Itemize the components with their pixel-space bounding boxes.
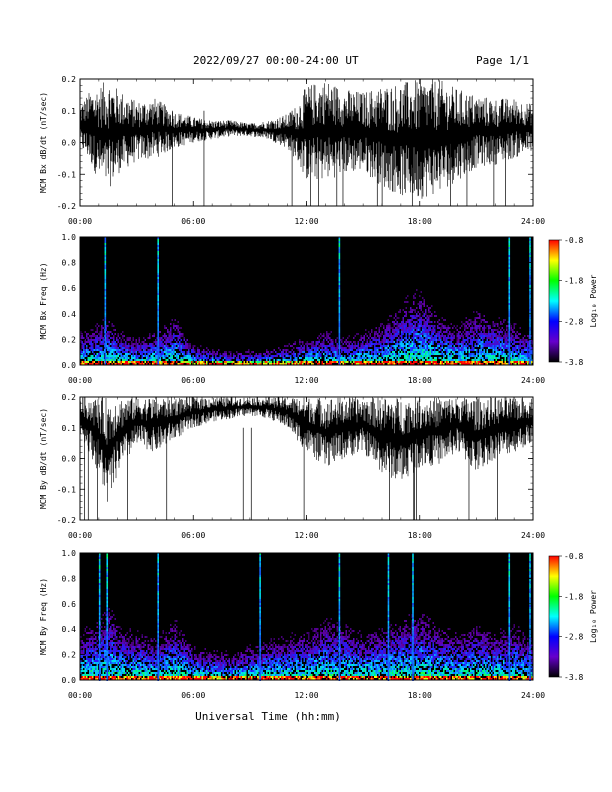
x-tick-label: 18:00	[408, 376, 432, 385]
waveform-trace	[79, 397, 533, 502]
y-axis-label: MCM Bx dB/dt (nT/sec)	[39, 92, 48, 193]
waveform-trace	[79, 79, 533, 199]
colorbar	[548, 239, 560, 363]
page-indicator: Page 1/1	[476, 54, 529, 67]
colorbar-tick-label: -0.8	[564, 552, 583, 561]
x-tick-label: 12:00	[294, 531, 318, 540]
x-tick-label: 18:00	[408, 691, 432, 700]
y-tick-label: 1.0	[62, 549, 77, 558]
spectrogram-streak	[157, 237, 159, 365]
x-tick-label: 24:00	[521, 531, 545, 540]
y-tick-label: 0.4	[62, 625, 77, 634]
y-tick-label: 0.8	[62, 259, 77, 268]
colorbar-tick-label: -1.8	[564, 592, 583, 601]
spectrogram-cells	[80, 553, 533, 681]
spectrogram-streak	[508, 553, 511, 681]
spectrogram-streak	[529, 553, 531, 681]
spectrogram-streak	[338, 237, 341, 365]
spectrogram-streak	[338, 553, 341, 681]
x-tick-label: 00:00	[68, 376, 92, 385]
waveform	[79, 397, 533, 520]
y-tick-label: 0.0	[62, 361, 77, 370]
spectrogram-streak	[387, 553, 390, 681]
x-tick-label: 06:00	[181, 217, 205, 226]
colorbar-tick-label: -0.8	[564, 236, 583, 245]
y-tick-label: 0.4	[62, 310, 77, 319]
y-tick-label: 0.8	[62, 574, 77, 583]
panel-1: 0.2 0.1 0.0 -0.1 -0.2 00:00 06:00 12:00 18:00 24:…	[39, 75, 545, 226]
y-tick-label: 0.0	[62, 676, 77, 685]
x-tick-label: 18:00	[408, 217, 432, 226]
x-tick-label: 00:00	[68, 217, 92, 226]
waveform	[79, 79, 533, 206]
x-tick-label: 24:00	[521, 691, 545, 700]
y-axis-label: MCM By Freq (Hz)	[39, 578, 48, 655]
x-tick-label: 00:00	[68, 531, 92, 540]
x-axis-label: Universal Time (hh:mm)	[195, 710, 341, 723]
y-tick-label: 0.6	[62, 600, 77, 609]
panel-4: -0.8 -1.8 -2.8 -3.8 Log₁₀ Power 1.0 0.8 0.6 0.4 0…	[39, 549, 598, 700]
x-tick-label: 18:00	[408, 531, 432, 540]
spectrogram-cells	[80, 237, 533, 365]
y-tick-label: 0.2	[62, 393, 77, 402]
x-tick-label: 00:00	[68, 691, 92, 700]
panel-2: -0.8 -1.8 -2.8 -3.8 Log₁₀ Power 1.0 0.8 0.6 0.4 0…	[39, 233, 598, 385]
x-tick-label: 06:00	[181, 376, 205, 385]
x-tick-label: 24:00	[521, 217, 545, 226]
y-tick-label: 0.1	[62, 424, 77, 433]
spectrogram-streak	[412, 553, 414, 681]
colorbar	[548, 555, 560, 678]
x-tick-label: 06:00	[181, 691, 205, 700]
y-tick-label: 0.0	[62, 455, 77, 464]
x-tick-label: 12:00	[294, 691, 318, 700]
y-tick-label: 0.1	[62, 107, 77, 116]
y-tick-label: -0.1	[57, 170, 76, 179]
y-tick-label: 0.2	[62, 75, 77, 84]
x-tick-label: 12:00	[294, 217, 318, 226]
spectrogram-streak	[157, 553, 159, 681]
y-tick-label: 0.0	[62, 139, 77, 148]
colorbar-tick-label: -2.8	[564, 633, 583, 642]
colorbar-tick-label: -2.8	[564, 317, 583, 326]
spectrogram-streak	[529, 237, 531, 365]
y-axis-label: MCM By dB/dt (nT/sec)	[39, 408, 48, 509]
colorbar-label: Log₁₀ Power	[589, 590, 598, 643]
y-tick-label: -0.2	[57, 516, 76, 525]
panel-3: 0.2 0.1 0.0 -0.1 -0.2 00:00 06:00 12:00 18:00 24:…	[39, 393, 545, 540]
spectrogram-streak	[259, 553, 261, 681]
y-tick-label: -0.2	[57, 202, 76, 211]
y-tick-label: 0.6	[62, 284, 77, 293]
colorbar-label: Log₁₀ Power	[589, 274, 598, 327]
colorbar-tick-label: -3.8	[564, 673, 583, 682]
panels: 0.2 0.1 0.0 -0.1 -0.2 00:00 06:00 12:00 18:00 24:…	[39, 75, 598, 700]
y-tick-label: 0.2	[62, 651, 77, 660]
spectrogram-streak	[104, 237, 107, 365]
colorbar-tick-label: -1.8	[564, 277, 583, 286]
y-tick-label: 1.0	[62, 233, 77, 242]
x-tick-label: 24:00	[521, 376, 545, 385]
spectrogram-streak	[106, 553, 109, 681]
y-tick-label: 0.2	[62, 335, 77, 344]
y-axis-label: MCM Bx Freq (Hz)	[39, 262, 48, 339]
spectrogram-streak	[508, 237, 511, 365]
x-tick-label: 06:00	[181, 531, 205, 540]
y-tick-label: -0.1	[57, 485, 76, 494]
spectrogram-streak	[98, 553, 101, 681]
colorbar-tick-label: -3.8	[564, 358, 583, 367]
x-tick-label: 12:00	[294, 376, 318, 385]
figure-title: 2022/09/27 00:00-24:00 UT	[193, 54, 359, 67]
